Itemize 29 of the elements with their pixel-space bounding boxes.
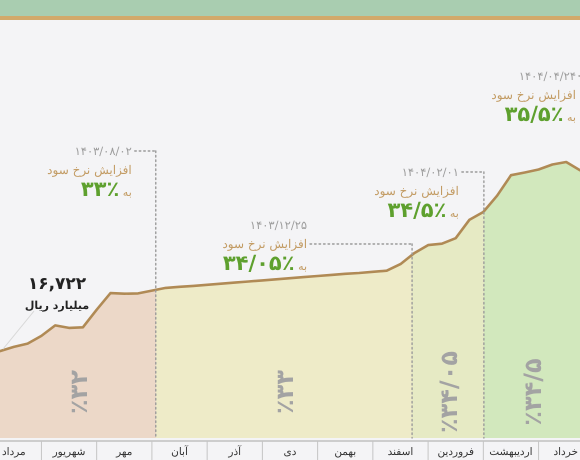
annotation: به ٪۳۳ <box>80 177 132 201</box>
x-tick-label: دی <box>284 446 297 458</box>
annotation: ۱۴۰۴/۰۲/۰۱ <box>402 165 459 179</box>
annotation: افزایش نرخ سود <box>47 163 132 177</box>
annotation: به ٪۳۴/۰۵ <box>222 251 308 275</box>
annotation: افزایش نرخ سود <box>374 184 459 198</box>
x-tick-label: خرداد <box>553 446 578 458</box>
annotation: ٪۳۴/۵ <box>518 358 547 426</box>
text: ۱۴۰۳/۰۸/۰۲ <box>74 144 132 158</box>
annotation: ٪۳۲ <box>64 370 93 414</box>
annotation: میلیارد ریال <box>24 299 90 312</box>
text: افزایش نرخ سود <box>491 88 576 102</box>
x-tick-label: فروردین <box>437 446 474 458</box>
x-tick-label: اردیبهشت <box>489 446 533 458</box>
text: ۱۴۰۴/۰۴/۲۴ <box>518 69 576 83</box>
x-tick-label: مهر <box>115 446 132 458</box>
annotation: ۱۴۰۳/۱۲/۲۵ <box>250 218 308 232</box>
x-tick-label: آبان <box>171 445 189 458</box>
annotation: ۱۶,۷۲۲ <box>28 274 87 294</box>
x-tick-label: اسفند <box>388 446 414 458</box>
text: به ٪۳۵/۵ <box>504 102 576 126</box>
x-tick-label: شهریور <box>52 446 86 458</box>
x-tick-label: آذر <box>227 445 242 458</box>
annotation: به ٪۳۴/۵ <box>387 198 459 222</box>
x-tick-label: مرداد <box>2 446 26 458</box>
x-tick-label: بهمن <box>334 446 356 458</box>
annotation: افزایش نرخ سود <box>222 237 308 251</box>
annotation: ٪۳۴/۰۵ <box>434 350 463 434</box>
annotation: ٪۳۳ <box>270 370 299 414</box>
